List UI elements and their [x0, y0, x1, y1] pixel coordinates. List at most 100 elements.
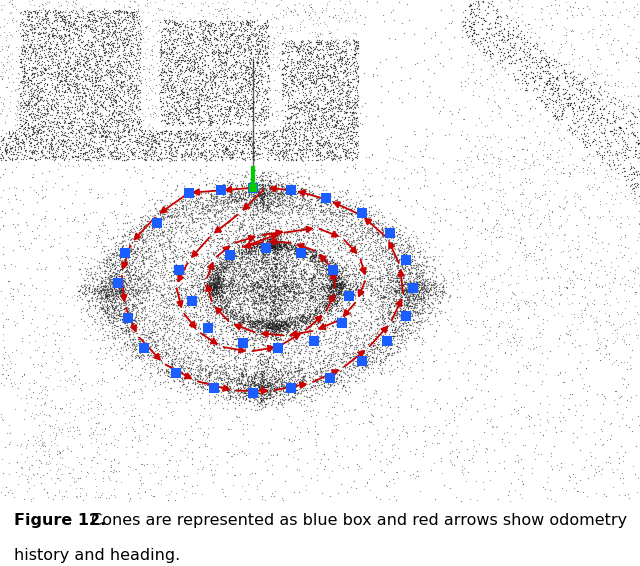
Point — [246, 248, 257, 258]
Point — [282, 258, 292, 267]
Point — [120, 49, 131, 58]
Point — [322, 308, 332, 317]
Point — [308, 252, 319, 261]
Point — [97, 131, 108, 140]
Point — [291, 154, 301, 163]
Point — [92, 402, 102, 411]
Point — [325, 355, 335, 365]
Point — [198, 22, 208, 31]
Point — [22, 83, 33, 92]
Point — [191, 153, 201, 162]
Point — [246, 263, 257, 272]
Point — [127, 304, 138, 313]
Point — [358, 348, 369, 357]
Point — [342, 272, 353, 281]
Point — [296, 84, 307, 93]
Point — [53, 86, 63, 95]
Point — [356, 312, 366, 321]
Point — [222, 385, 232, 394]
Point — [364, 206, 374, 215]
Point — [264, 243, 274, 252]
Point — [339, 141, 349, 150]
Point — [287, 94, 297, 103]
Point — [366, 233, 376, 242]
Point — [189, 216, 199, 225]
Point — [296, 346, 306, 355]
Point — [301, 139, 312, 148]
Point — [474, 12, 484, 22]
Point — [403, 286, 413, 295]
Point — [219, 250, 229, 259]
Point — [521, 83, 531, 92]
Point — [296, 444, 306, 453]
Point — [241, 65, 252, 74]
Point — [272, 310, 282, 319]
Point — [221, 148, 231, 157]
Point — [268, 304, 278, 313]
Point — [40, 211, 51, 220]
Point — [281, 288, 291, 297]
Point — [302, 71, 312, 80]
Point — [182, 351, 192, 360]
Point — [592, 61, 602, 70]
Point — [307, 75, 317, 84]
Point — [577, 133, 587, 142]
Point — [352, 77, 362, 86]
Point — [99, 467, 109, 476]
Point — [214, 114, 225, 123]
Point — [330, 278, 340, 288]
Point — [346, 130, 356, 139]
Point — [215, 56, 225, 65]
Point — [269, 241, 279, 250]
Point — [387, 214, 397, 223]
Point — [209, 293, 219, 302]
Point — [248, 205, 258, 214]
Point — [211, 280, 221, 289]
Point — [264, 239, 274, 248]
Point — [152, 71, 162, 80]
Point — [401, 277, 412, 286]
Point — [305, 43, 316, 52]
Point — [291, 337, 301, 346]
Point — [190, 57, 200, 66]
Point — [457, 62, 467, 71]
Point — [192, 370, 202, 379]
Point — [150, 237, 160, 246]
Point — [219, 295, 229, 305]
Point — [175, 219, 186, 228]
Point — [211, 329, 221, 338]
Point — [524, 164, 534, 173]
Point — [166, 299, 177, 308]
Point — [37, 113, 47, 122]
Point — [287, 54, 298, 63]
Point — [332, 298, 342, 307]
Point — [592, 336, 602, 345]
Point — [129, 126, 140, 135]
Point — [396, 311, 406, 320]
Point — [286, 229, 296, 238]
Point — [114, 57, 124, 66]
Point — [128, 248, 138, 258]
Point — [8, 13, 18, 22]
Point — [262, 283, 272, 292]
Point — [269, 318, 279, 327]
Point — [586, 259, 596, 268]
Point — [284, 187, 294, 196]
Point — [272, 310, 282, 319]
Point — [335, 242, 346, 251]
Point — [129, 269, 140, 278]
Point — [244, 85, 254, 95]
Point — [307, 284, 317, 293]
Point — [388, 317, 398, 326]
Point — [496, 77, 506, 86]
Point — [596, 255, 607, 264]
Point — [253, 289, 264, 298]
Point — [1, 36, 11, 45]
Point — [444, 292, 454, 301]
Point — [237, 310, 248, 319]
Point — [63, 31, 73, 40]
Point — [273, 325, 284, 335]
Point — [385, 345, 396, 354]
Point — [113, 134, 124, 143]
Point — [355, 217, 365, 226]
